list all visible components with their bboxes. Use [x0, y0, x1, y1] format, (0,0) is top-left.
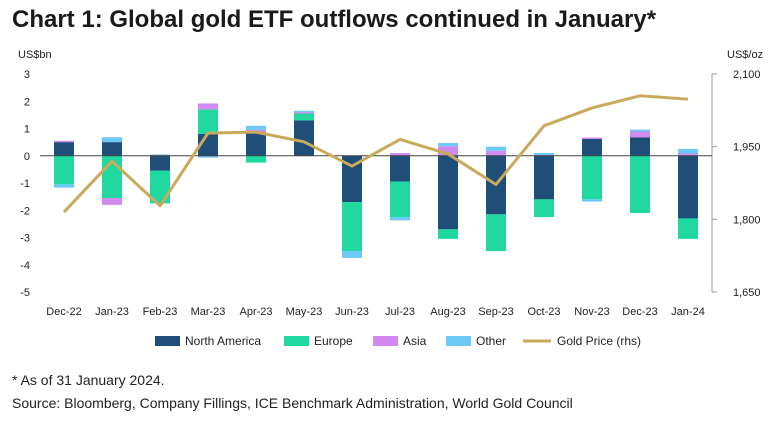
legend-swatch [446, 336, 471, 346]
x-tick-label: Dec-23 [622, 306, 657, 318]
x-tick-label: Nov-23 [574, 306, 609, 318]
bar-segment [198, 109, 218, 134]
bars-group [54, 103, 698, 258]
legend-swatch [155, 336, 180, 346]
bar-segment [246, 125, 266, 130]
y-tick-label: 0 [24, 151, 30, 163]
y2-tick-label: 2,100 [733, 69, 761, 81]
bar-segment [438, 142, 458, 147]
y-tick-label: -2 [20, 205, 30, 217]
legend-swatch [373, 336, 398, 346]
y-axis-right-label: US$/oz [727, 49, 763, 61]
bar-segment [150, 154, 170, 156]
bar-segment [438, 146, 458, 156]
bar-segment [582, 137, 602, 139]
axes-group: 3 2 1 0 -1 -2 -3 -4 -5 2,100 1,950 1,800 1,650 Dec-22… [20, 69, 760, 318]
bar-segment [678, 155, 698, 219]
bar-segment [582, 199, 602, 202]
y2-tick-label: 1,800 [733, 214, 761, 226]
bar-segment [150, 155, 170, 171]
bar-segment [198, 103, 218, 110]
x-tick-label: Jul-23 [385, 306, 415, 318]
y-tick-label: 3 [24, 69, 30, 81]
bar-segment [390, 181, 410, 218]
x-tick-label: Feb-23 [143, 306, 178, 318]
bar-segment [438, 229, 458, 239]
bar-segment [582, 138, 602, 156]
bar-segment [630, 137, 650, 156]
bar-segment [294, 113, 314, 121]
bar-segment [390, 155, 410, 182]
footnote-source: Source: Bloomberg, Company Fillings, ICE… [12, 395, 573, 411]
bar-segment [486, 146, 506, 151]
bar-segment [486, 150, 506, 156]
y2-tick-label: 1,650 [733, 287, 761, 299]
bar-segment [102, 142, 122, 156]
y2-tick-label: 1,950 [733, 142, 761, 154]
legend-label: Asia [403, 334, 427, 348]
x-tick-label: Jan-24 [671, 306, 705, 318]
x-tick-label: Oct-23 [527, 306, 560, 318]
x-tick-label: Aug-23 [430, 306, 465, 318]
bar-segment [390, 153, 410, 156]
gold-price-line-group [62, 94, 689, 214]
gold-price-line [62, 94, 689, 214]
y-tick-label: -1 [20, 178, 30, 190]
bar-segment [54, 155, 74, 185]
x-tick-label: Jan-23 [95, 306, 129, 318]
y-tick-label: -4 [20, 260, 30, 272]
legend-label: Europe [314, 334, 353, 348]
x-tick-label: Dec-22 [46, 306, 81, 318]
bar-segment [534, 153, 554, 155]
legend-label: North America [185, 334, 261, 348]
y-tick-label: 1 [24, 124, 30, 136]
legend-label: Other [476, 334, 506, 348]
y-tick-label: 2 [24, 96, 30, 108]
bar-segment [630, 131, 650, 138]
y-tick-label: -5 [20, 287, 30, 299]
bar-segment [390, 217, 410, 221]
bar-segment [534, 199, 554, 218]
x-tick-label: Sep-23 [478, 306, 513, 318]
bar-segment [198, 155, 218, 158]
legend-swatch [284, 336, 309, 346]
bar-segment [102, 137, 122, 143]
footnote-as-of: * As of 31 January 2024. [12, 372, 165, 388]
bar-segment [150, 170, 170, 204]
bar-segment [294, 110, 314, 113]
bar-segment [54, 184, 74, 188]
bar-segment [678, 218, 698, 239]
bar-segment [294, 120, 314, 156]
bar-segment [630, 155, 650, 213]
bar-segment [678, 148, 698, 154]
bar-segment [438, 155, 458, 230]
bar-segment [678, 153, 698, 156]
bar-segment [102, 197, 122, 205]
x-tick-label: Mar-23 [191, 306, 226, 318]
bar-segment [342, 251, 362, 258]
bar-segment [246, 155, 266, 163]
bar-segment [246, 132, 266, 156]
bar-segment [342, 202, 362, 252]
bar-segment [54, 140, 74, 143]
legend: North America Europe Asia Other Gold Price (… [155, 334, 641, 348]
x-tick-label: Jun-23 [335, 306, 369, 318]
chart-title: Chart 1: Global gold ETF outflows contin… [12, 6, 657, 33]
bar-segment [486, 214, 506, 252]
bar-segment [534, 155, 554, 200]
bar-segment [342, 155, 362, 203]
x-tick-label: Apr-23 [239, 306, 272, 318]
bar-segment [54, 142, 74, 156]
chart-svg: US$bn US$/oz 3 2 1 0 -1 -2 -3 -4 -5 2,100 1,950 1,8… [18, 49, 763, 348]
x-tick-label: May-23 [286, 306, 323, 318]
bar-segment [630, 129, 650, 132]
bar-segment [582, 155, 602, 200]
bar-segment [294, 112, 314, 114]
legend-label: Gold Price (rhs) [557, 334, 641, 348]
y-axis-left-label: US$bn [18, 49, 52, 61]
y-tick-label: -3 [20, 233, 30, 245]
